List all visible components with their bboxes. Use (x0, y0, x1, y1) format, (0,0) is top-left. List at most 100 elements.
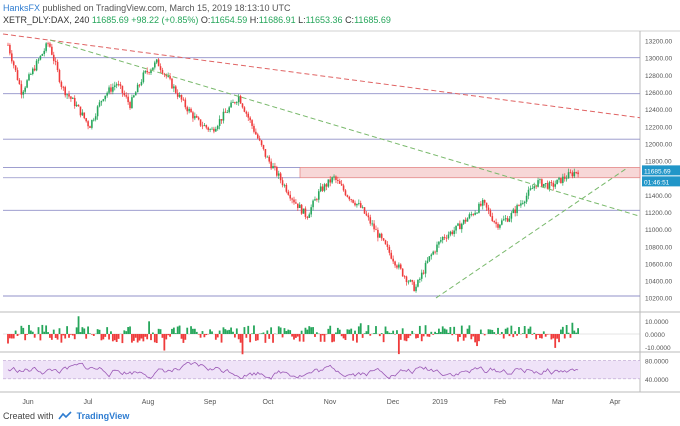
candle-body (563, 176, 566, 179)
candle-body (102, 99, 105, 101)
momentum-bar (165, 334, 168, 340)
momentum-bar (552, 334, 555, 339)
momentum-bar (565, 325, 568, 334)
candle-body (445, 237, 448, 239)
momentum-bar (369, 334, 372, 336)
candle-body (24, 87, 26, 92)
candle-body (508, 218, 511, 222)
momentum-bar (403, 334, 406, 341)
candle-body (542, 183, 545, 187)
candle-body (440, 240, 442, 242)
candle-body (367, 215, 370, 218)
momentum-bar (247, 325, 250, 334)
candle-body (81, 112, 84, 116)
price-tick-label: 11200.00 (645, 210, 672, 217)
candle-body (533, 186, 536, 189)
momentum-bar (47, 332, 49, 334)
candle-body (39, 55, 42, 60)
candle-body (64, 87, 66, 96)
momentum-bar (321, 334, 324, 336)
momentum-bar (77, 316, 80, 334)
candle-body (56, 61, 59, 71)
momentum-bar (298, 334, 301, 342)
tradingview-brand[interactable]: TradingView (76, 411, 130, 421)
price-tick-label: 13000.00 (645, 56, 672, 63)
candle-body (249, 117, 251, 121)
momentum-bar (289, 330, 292, 334)
candle-body (201, 125, 204, 127)
momentum-bar (152, 332, 154, 334)
candle-body (243, 107, 246, 112)
candle-body (455, 225, 457, 231)
momentum-bar (279, 327, 282, 334)
author-link[interactable]: HanksFX (3, 3, 41, 13)
momentum-bar (394, 334, 396, 335)
momentum-bar (567, 332, 570, 334)
momentum-bar (167, 334, 170, 336)
candle-body (199, 119, 202, 126)
momentum-bar (172, 327, 175, 334)
candle-body (281, 180, 284, 186)
momentum-bar (447, 332, 450, 334)
candle-body (552, 182, 555, 187)
momentum-bar (479, 329, 482, 334)
candle-body (31, 68, 34, 75)
candle-body (83, 112, 86, 119)
momentum-bar (287, 329, 290, 334)
candle-body (525, 195, 528, 202)
momentum-bar (474, 334, 477, 343)
candle-body (371, 223, 373, 225)
momentum-bar (90, 334, 93, 335)
candle-body (197, 117, 200, 120)
candle-body (100, 100, 103, 103)
candle-body (480, 203, 482, 206)
candle-body (289, 194, 291, 199)
momentum-bar (102, 334, 105, 340)
trendline-red (2, 33, 641, 119)
candle-body (537, 180, 539, 187)
candle-body (361, 207, 364, 209)
momentum-bar (174, 333, 177, 334)
candle-body (54, 60, 57, 62)
candle-body (146, 70, 148, 73)
candle-body (173, 86, 175, 89)
candle-body (293, 199, 295, 203)
momentum-bar (422, 334, 425, 337)
momentum-bar (281, 334, 284, 338)
candle-body (398, 264, 400, 268)
candle-body (399, 264, 402, 269)
momentum-bar (26, 334, 28, 335)
candle-body (438, 241, 440, 245)
momentum-bar (138, 334, 141, 341)
momentum-bar (544, 334, 547, 337)
candle-body (390, 252, 393, 259)
momentum-bar (356, 334, 358, 343)
candle-body (285, 184, 288, 192)
momentum-bar (7, 334, 9, 344)
candle-body (133, 95, 135, 98)
time-axis-label: Aug (142, 399, 155, 406)
candle-body (207, 127, 209, 130)
candle-body (441, 236, 444, 241)
momentum-bar (350, 328, 353, 334)
candle-body (167, 76, 169, 77)
momentum-bar (329, 325, 332, 334)
momentum-bar (108, 334, 110, 340)
candle-body (302, 208, 305, 214)
candle-body (216, 126, 219, 130)
momentum-bar (445, 329, 448, 334)
momentum-bar (457, 334, 459, 342)
candle-body (522, 203, 524, 204)
momentum-bar (176, 326, 179, 334)
candle-body (136, 84, 139, 93)
momentum-bar (12, 334, 15, 339)
momentum-bar (354, 330, 356, 334)
momentum-bar (569, 334, 572, 338)
candle-body (176, 92, 179, 97)
momentum-bar (262, 332, 265, 334)
momentum-bar (308, 326, 311, 334)
candle-body (356, 203, 358, 206)
candle-body (253, 125, 255, 132)
candle-body (499, 224, 501, 228)
